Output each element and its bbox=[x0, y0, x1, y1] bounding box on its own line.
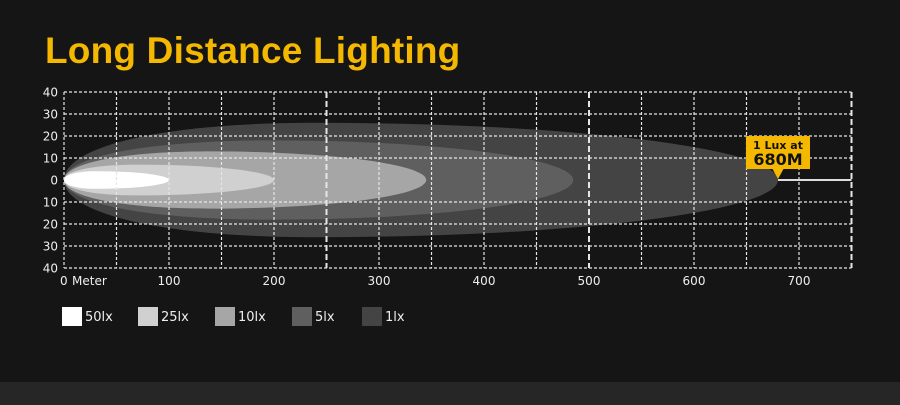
x-unit-label: Meter bbox=[72, 274, 107, 288]
legend-swatch bbox=[62, 307, 82, 326]
lux-callout: 1 Lux at 680M bbox=[746, 136, 852, 181]
legend-label: 50lx bbox=[85, 310, 113, 325]
bottom-band bbox=[0, 382, 900, 405]
y-tick-label: 20 bbox=[43, 130, 58, 144]
y-tick-label: 10 bbox=[43, 152, 58, 166]
x-tick-label: 700 bbox=[788, 274, 811, 288]
legend-item-25lx: 25lx bbox=[138, 307, 189, 326]
y-tick-label: 0 bbox=[50, 174, 58, 188]
legend-label: 5lx bbox=[315, 310, 335, 325]
legend-item-10lx: 10lx bbox=[215, 307, 266, 326]
legend-label: 1lx bbox=[385, 310, 405, 325]
y-tick-label: 30 bbox=[43, 240, 58, 254]
x-tick-label: 300 bbox=[368, 274, 391, 288]
y-tick-label: 40 bbox=[43, 262, 58, 276]
y-tick-label: 10 bbox=[43, 196, 58, 210]
x-tick-label: 0 bbox=[60, 274, 68, 288]
callout-box bbox=[746, 136, 810, 169]
x-tick-label: 100 bbox=[158, 274, 181, 288]
y-tick-label: 30 bbox=[43, 108, 58, 122]
legend-item-5lx: 5lx bbox=[292, 307, 335, 326]
x-tick-label: 400 bbox=[473, 274, 496, 288]
legend-swatch bbox=[362, 307, 382, 326]
x-tick-label: 500 bbox=[578, 274, 601, 288]
callout-line1: 1 Lux at bbox=[753, 139, 803, 152]
x-tick-label: 200 bbox=[263, 274, 286, 288]
callout-pointer bbox=[772, 168, 784, 179]
legend-item-50lx: 50lx bbox=[62, 307, 113, 326]
x-tick-label: 600 bbox=[683, 274, 706, 288]
legend-item-1lx: 1lx bbox=[362, 307, 405, 326]
y-tick-label: 40 bbox=[43, 86, 58, 100]
legend-swatch bbox=[138, 307, 158, 326]
page-title: Long Distance Lighting bbox=[45, 30, 461, 71]
y-tick-label: 20 bbox=[43, 218, 58, 232]
callout-line2: 680M bbox=[753, 150, 802, 169]
legend-swatch bbox=[292, 307, 312, 326]
legend-swatch bbox=[215, 307, 235, 326]
legend-label: 25lx bbox=[161, 310, 189, 325]
legend-label: 10lx bbox=[238, 310, 266, 325]
